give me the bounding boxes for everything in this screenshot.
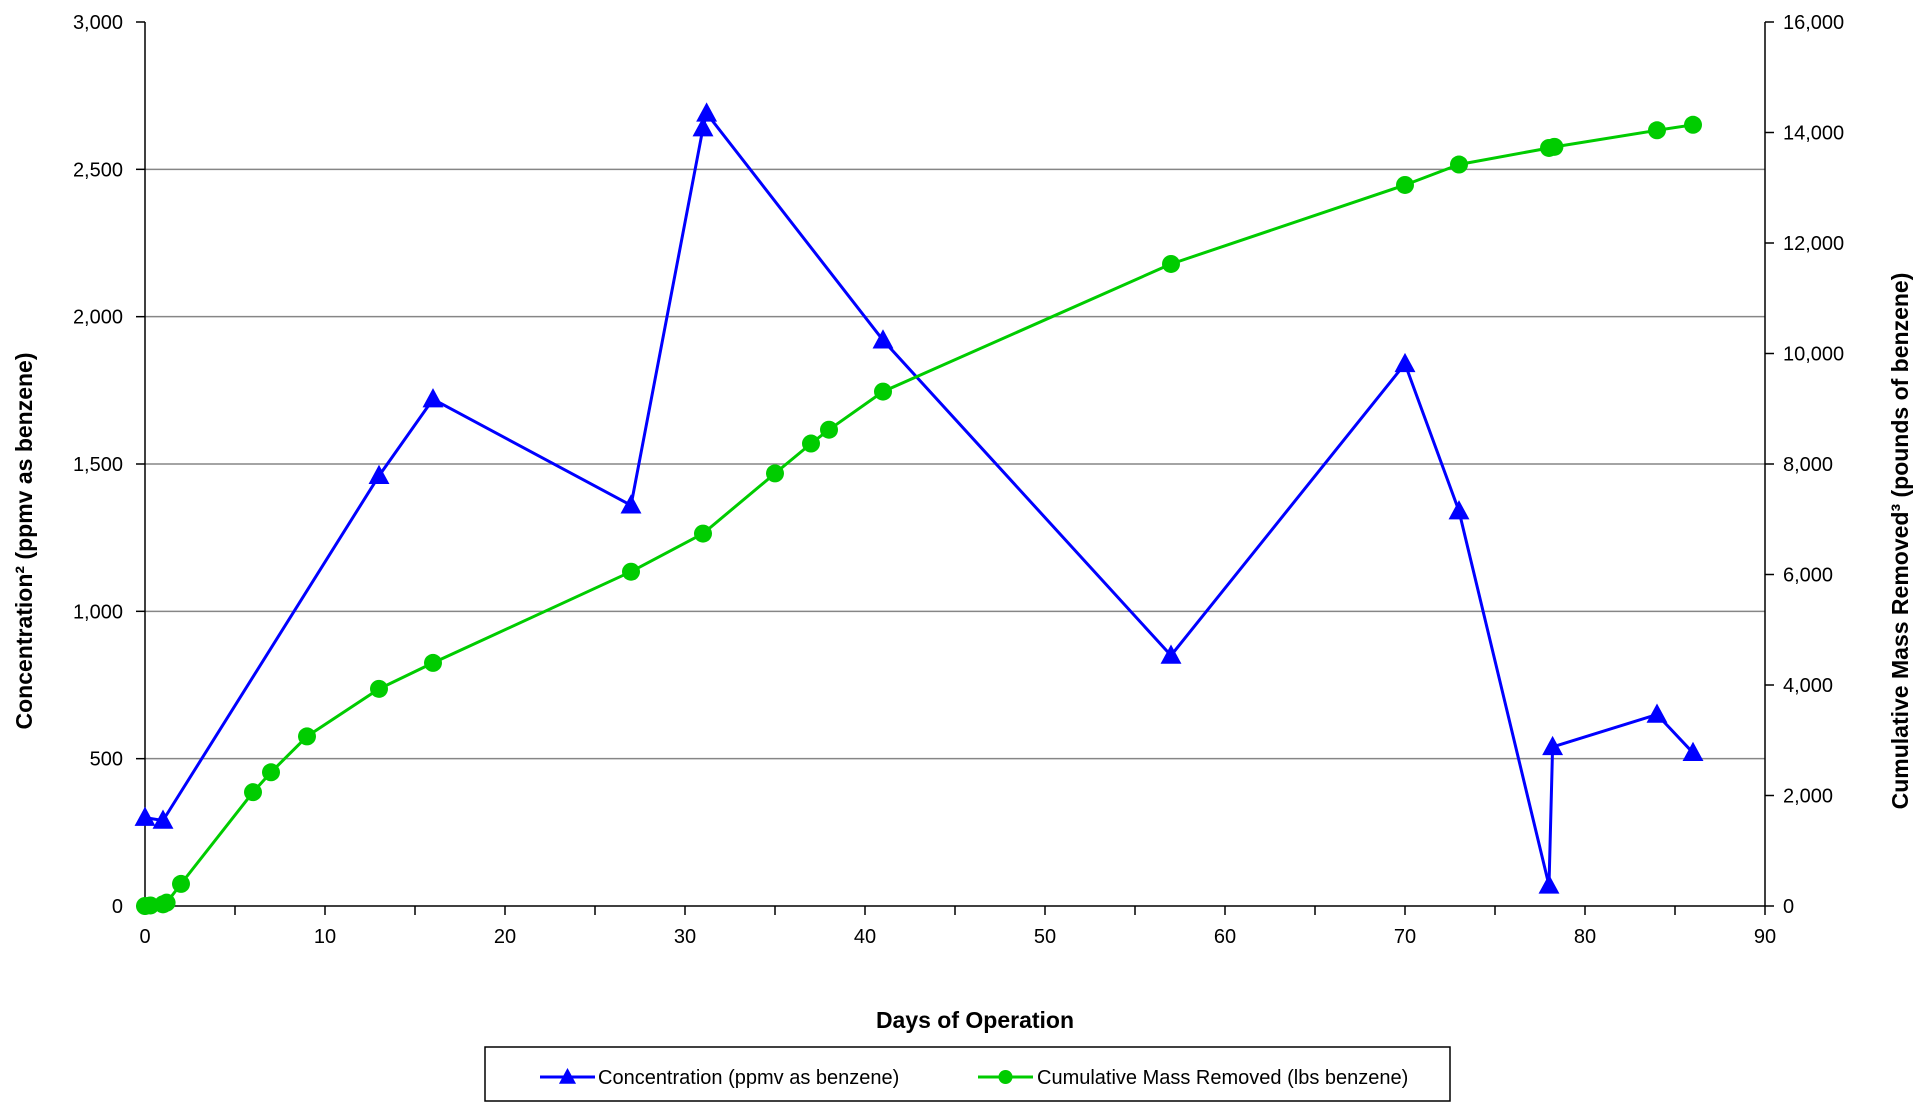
mass-removed-point-7 <box>298 727 316 746</box>
series-line-0 <box>144 111 1695 887</box>
x-tick-label: 30 <box>674 926 696 948</box>
mass-removed-point-12 <box>766 464 784 483</box>
x-tick-label: 50 <box>1034 926 1056 948</box>
mass-removed-point-13 <box>802 434 820 453</box>
legend-mass-label: Cumulative Mass Removed (lbs benzene) <box>1037 1067 1408 1089</box>
y-right-tick-label: 10,000 <box>1783 344 1844 366</box>
x-tick-label: 20 <box>494 926 516 948</box>
legend-box <box>484 1046 1451 1102</box>
y-right-tick-label: 4,000 <box>1783 675 1833 697</box>
concentration-point-13 <box>1646 703 1668 723</box>
x-tick-label: 10 <box>314 926 336 948</box>
mass-removed-point-21 <box>1648 121 1666 140</box>
mass-removed-point-4 <box>172 874 190 893</box>
x-tick-label: 70 <box>1394 926 1416 948</box>
y-right-tick-label: 8,000 <box>1783 454 1833 476</box>
y-right-tick-label: 14,000 <box>1783 123 1844 145</box>
concentration-point-9 <box>1394 352 1416 373</box>
mass-removed-point-17 <box>1396 175 1414 194</box>
y-left-tick-label: 3,000 <box>73 12 123 34</box>
mass-removed-point-18 <box>1450 155 1468 174</box>
concentration-point-4 <box>620 494 642 514</box>
mass-removed-point-10 <box>622 562 640 581</box>
legend-concentration-label: Concentration (ppmv as benzene) <box>598 1067 899 1089</box>
y-axis-right-title: Cumulative Mass Removed³ (pounds of benz… <box>1887 273 1913 810</box>
mass-removed-point-15 <box>874 382 892 401</box>
concentration-point-7 <box>872 329 894 349</box>
x-tick-label: 0 <box>139 926 150 948</box>
concentration-point-14 <box>1682 741 1704 762</box>
legend-concentration-marker <box>558 1068 577 1084</box>
concentration-point-0 <box>134 806 156 826</box>
concentration-point-10 <box>1448 500 1470 520</box>
concentration-point-5 <box>692 117 714 137</box>
y-left-tick-label: 2,000 <box>73 307 123 329</box>
y-left-tick-label: 1,000 <box>73 601 123 623</box>
y-left-tick-label: 0 <box>112 896 123 918</box>
x-tick-label: 40 <box>854 926 876 948</box>
y-right-tick-label: 12,000 <box>1783 233 1844 255</box>
concentration-point-3 <box>422 388 444 408</box>
x-tick-label: 80 <box>1574 926 1596 948</box>
concentration-point-1 <box>152 809 174 829</box>
legend: Concentration (ppmv as benzene) Cumulati… <box>484 1046 1451 1102</box>
y-right-tick-label: 16,000 <box>1783 12 1844 34</box>
x-tick-label: 90 <box>1754 926 1776 948</box>
y-right-tick-label: 2,000 <box>1783 786 1833 808</box>
y-right-tick-label: 6,000 <box>1783 565 1833 587</box>
gridlines <box>145 168 1765 760</box>
concentration-point-12 <box>1542 735 1564 756</box>
x-tick-label: 60 <box>1214 926 1236 948</box>
mass-removed-point-14 <box>820 420 838 439</box>
mass-removed-point-8 <box>370 679 388 698</box>
legend-mass-marker <box>998 1070 1013 1084</box>
mass-removed-point-11 <box>694 524 712 543</box>
concentration-point-6 <box>696 102 718 122</box>
mass-removed-point-22 <box>1684 115 1702 134</box>
y-left-tick-label: 1,500 <box>73 454 123 476</box>
mass-removed-point-20 <box>1545 137 1564 156</box>
mass-removed-point-9 <box>424 653 442 672</box>
mass-removed-point-16 <box>1162 254 1180 273</box>
x-axis-title: Days of Operation <box>876 1007 1074 1033</box>
concentration-point-2 <box>368 464 390 485</box>
y-left-tick-label: 500 <box>90 749 123 771</box>
y-right-tick-label: 0 <box>1783 896 1794 918</box>
mass-removed-point-6 <box>262 763 280 782</box>
mass-removed-point-3 <box>157 893 176 912</box>
y-axis-left-title: Concentration² (ppmv as benzene) <box>11 353 37 730</box>
y-left-tick-label: 2,500 <box>73 159 123 181</box>
axis-ticks: 05001,0001,5002,0002,5003,00002,0004,000… <box>73 12 1844 948</box>
concentration-point-11 <box>1538 874 1560 894</box>
mass-removed-point-5 <box>244 783 262 802</box>
concentration-point-8 <box>1160 644 1182 664</box>
series <box>134 102 1704 915</box>
